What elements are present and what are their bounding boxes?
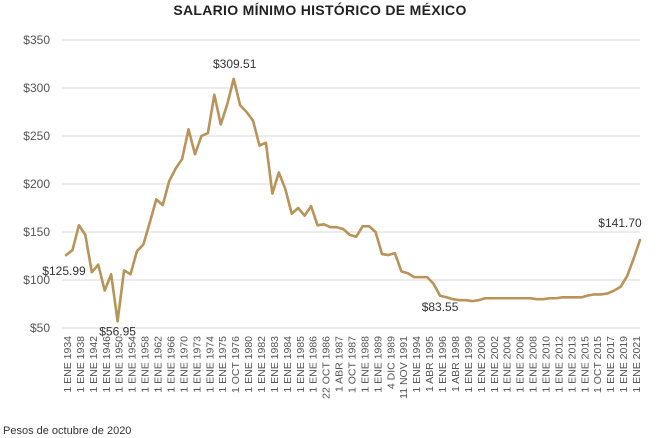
- x-tick-label: 1 OCT 1987: [347, 336, 359, 393]
- chart-title: SALARIO MÍNIMO HISTÓRICO DE MÉXICO: [173, 1, 466, 18]
- data-label: $309.51: [213, 57, 257, 71]
- x-tick-label: 1 ENE 1966: [165, 336, 177, 393]
- x-tick-label: 1 ENE 1982: [256, 336, 268, 393]
- x-tick-label: 1 ABR 1995: [424, 336, 436, 392]
- x-tick-label: 1 ENE 1938: [75, 336, 87, 393]
- y-tick-label: $200: [23, 177, 50, 191]
- x-tick-label: 1 ENE 1989: [372, 336, 384, 393]
- x-tick-label: 1 ENE 1994: [411, 336, 423, 393]
- x-tick-label: 1 ENE 2019: [618, 336, 630, 393]
- data-label: $125.99: [42, 264, 86, 278]
- x-tick-label: 1 ENE 1973: [191, 336, 203, 393]
- x-tick-label: 1 ENE 2021: [631, 336, 643, 393]
- data-label: $141.70: [598, 216, 642, 230]
- annotations: $125.99 $56.95 $309.51 $83.55 $141.70: [42, 57, 642, 338]
- x-tick-label: 11 NOV 1991: [398, 336, 410, 399]
- gridlines: [62, 39, 640, 329]
- x-tick-label: 1 ENE 2004: [502, 336, 514, 393]
- x-tick-label: 1 OCT 2015: [592, 336, 604, 393]
- y-tick-label: $300: [23, 81, 50, 95]
- data-label: $83.55: [422, 300, 459, 314]
- x-tick-label: 1 ENE 1942: [88, 336, 100, 393]
- x-tick-label: 22 OCT 1986: [321, 336, 333, 399]
- x-tick-label: 1 OCT 1976: [230, 336, 242, 393]
- x-tick-label: 1 ENE 1988: [359, 336, 371, 393]
- x-tick-label: 1 ENE 2017: [605, 336, 617, 393]
- x-tick-label: 1 ENE 1984: [282, 336, 294, 393]
- x-tick-label: 1 ENE 2010: [540, 336, 552, 393]
- x-tick-label: 1 ENE 1986: [308, 336, 320, 393]
- x-tick-label: 1 ENE 1975: [217, 336, 229, 393]
- x-tick-label: 1 ENE 1985: [295, 336, 307, 393]
- x-tick-label: 1 ENE 2013: [566, 336, 578, 393]
- x-tick-label: 1 ENE 1954: [127, 336, 139, 393]
- y-tick-label: $50: [30, 321, 50, 335]
- y-tick-label: $100: [23, 273, 50, 287]
- x-tick-label: 1 ENE 1970: [178, 336, 190, 393]
- x-tick-label: 1 ENE 2002: [489, 336, 501, 393]
- series-line: [64, 77, 642, 323]
- data-label: $56.95: [99, 324, 136, 338]
- x-axis-ticks: 1 ENE 1934 1 ENE 1938 1 ENE 1942 1 ENE 1946…: [62, 336, 643, 399]
- footnote: Pesos de octubre de 2020: [3, 425, 131, 437]
- x-tick-label: 1 ENE 2006: [515, 336, 527, 393]
- y-tick-label: $350: [23, 33, 50, 47]
- x-tick-label: 1 ENE 2008: [528, 336, 540, 393]
- x-tick-label: 4 DIC 1989: [385, 336, 397, 389]
- x-tick-label: 1 ENE 2000: [476, 336, 488, 393]
- x-tick-label: 1 ABR 1998: [450, 336, 462, 392]
- x-tick-label: 1 ENE 1980: [243, 336, 255, 393]
- y-tick-label: $250: [23, 129, 50, 143]
- x-tick-label: 1 ENE 1983: [269, 336, 281, 393]
- x-tick-label: 1 ABR 1987: [334, 336, 346, 392]
- x-tick-label: 1 ENE 1962: [153, 336, 165, 393]
- x-tick-label: 1 ENE 1958: [140, 336, 152, 393]
- x-tick-label: 1 ENE 2015: [579, 336, 591, 393]
- x-tick-label: 1 ENE 1934: [62, 336, 74, 393]
- x-tick-label: 1 ENE 1974: [204, 336, 216, 393]
- x-tick-label: 1 ENE 1999: [463, 336, 475, 393]
- x-tick-label: 1 ENE 2012: [553, 336, 565, 393]
- x-tick-label: 1 ENE 1946: [101, 336, 113, 393]
- y-tick-label: $150: [23, 225, 50, 239]
- x-tick-label: 1 ENE 1950: [114, 336, 126, 393]
- x-tick-label: 1 ENE 1996: [437, 336, 449, 393]
- y-axis-ticks: $50 $100 $150 $200 $250 $300 $350: [23, 33, 50, 335]
